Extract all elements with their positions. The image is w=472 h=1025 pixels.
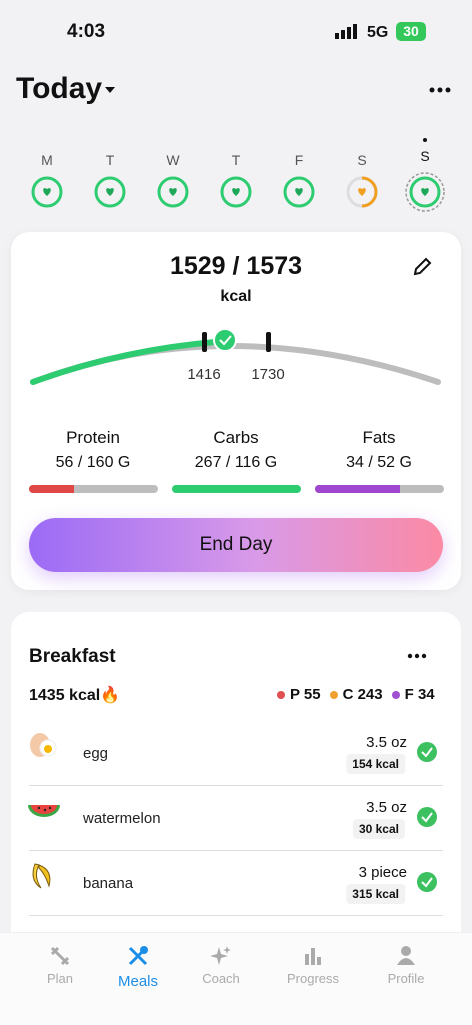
nav-label[interactable]: Plan <box>46 971 74 986</box>
fats-tag: F 34 <box>391 686 435 703</box>
food-check[interactable] <box>416 806 438 828</box>
calories-unit: kcal <box>220 288 252 305</box>
range-low: 1416 <box>187 366 221 383</box>
end-day-button[interactable]: End Day <box>29 518 443 572</box>
day-label[interactable]: S <box>357 152 367 168</box>
divider <box>29 785 443 786</box>
carbs-tag: C 243 <box>329 686 383 703</box>
day-label[interactable]: M <box>41 152 53 168</box>
food-name[interactable]: egg <box>83 745 109 762</box>
edit-button[interactable] <box>411 256 433 278</box>
summary-card: 1529 / 1573 kcal 1416 1730 Protein 56 / 1… <box>11 232 461 590</box>
network: 5G <box>367 24 389 41</box>
nav-icon[interactable] <box>302 945 324 967</box>
protein: P 55 <box>290 686 321 703</box>
macro-label: Carbs <box>213 428 259 447</box>
nav-label[interactable]: Progress <box>286 971 340 986</box>
food-kcal: 154 kcal <box>346 754 405 774</box>
day-label[interactable]: W <box>166 152 180 168</box>
carbs: C 243 <box>342 686 383 703</box>
macro-bar-fill <box>315 485 401 493</box>
nav-label[interactable]: Coach <box>202 971 240 986</box>
day-label[interactable]: F <box>294 152 304 168</box>
day-ring[interactable] <box>340 170 384 214</box>
day-label[interactable]: S <box>420 148 430 164</box>
day-label[interactable]: T <box>105 152 115 168</box>
day-label[interactable]: T <box>231 152 241 168</box>
day-ring[interactable] <box>277 170 321 214</box>
fats: F 34 <box>404 686 435 703</box>
more-button[interactable] <box>428 86 452 94</box>
food-kcal: 30 kcal <box>352 819 405 839</box>
day-ring[interactable] <box>151 170 195 214</box>
macro-bar <box>29 485 158 493</box>
divider <box>29 850 443 851</box>
nav-icon[interactable] <box>210 945 232 967</box>
meal-macros: P 55 C 243 F 34 <box>277 686 435 703</box>
day-ring[interactable] <box>88 170 132 214</box>
macro-label: Fats <box>362 428 396 447</box>
dropdown-icon[interactable] <box>104 86 116 94</box>
food-check[interactable] <box>416 741 438 763</box>
dot <box>329 690 338 699</box>
macro-bar-fill <box>172 485 301 493</box>
dot <box>391 690 400 699</box>
food-icon <box>28 805 60 817</box>
macro-label: Protein <box>66 428 120 447</box>
day-ring[interactable] <box>214 170 258 214</box>
food-icon <box>30 733 57 757</box>
nav-label[interactable]: Profile <box>387 971 425 986</box>
calorie-arc <box>30 328 441 385</box>
day-ring[interactable] <box>403 138 447 214</box>
day-ring[interactable] <box>25 170 69 214</box>
nav-icon[interactable] <box>127 945 149 967</box>
food-name[interactable]: banana <box>83 875 134 892</box>
page-title[interactable]: Today <box>16 72 103 105</box>
food-amount: 3.5 oz <box>366 799 407 816</box>
battery: 30 <box>396 22 426 41</box>
food-kcal: 315 kcal <box>346 884 405 904</box>
meal-calories: 1435 kcal🔥 <box>29 687 121 704</box>
food-amount: 3.5 oz <box>366 734 407 751</box>
macro-value: 56 / 160 G <box>55 454 131 471</box>
meal-more-button[interactable] <box>407 653 427 659</box>
bottom-nav: Plan Meals Coach Progress Profile <box>0 932 472 1025</box>
food-check[interactable] <box>416 871 438 893</box>
food-amount: 3 piece <box>358 864 407 881</box>
macro-bar-fill <box>29 485 75 493</box>
meal-title: Breakfast <box>29 646 116 667</box>
protein-tag: P 55 <box>277 686 321 703</box>
divider <box>29 915 443 916</box>
signal-icon <box>335 24 357 39</box>
macro-value: 267 / 116 G <box>194 454 278 471</box>
dot <box>277 690 285 699</box>
macro-bar <box>315 485 444 493</box>
nav-label[interactable]: Meals <box>117 973 159 990</box>
meal-card: Breakfast 1435 kcal🔥 P 55 C 243 F 34 egg… <box>11 612 461 952</box>
nav-icon[interactable] <box>49 945 71 967</box>
nav-icon[interactable] <box>395 945 417 967</box>
range-high: 1730 <box>251 366 285 383</box>
food-icon <box>32 863 51 889</box>
status-time: 4:03 <box>67 21 106 42</box>
macro-value: 34 / 52 G <box>346 454 412 471</box>
macro-bar <box>172 485 301 493</box>
food-name[interactable]: watermelon <box>83 810 161 827</box>
calories: 1529 / 1573 <box>169 252 303 280</box>
